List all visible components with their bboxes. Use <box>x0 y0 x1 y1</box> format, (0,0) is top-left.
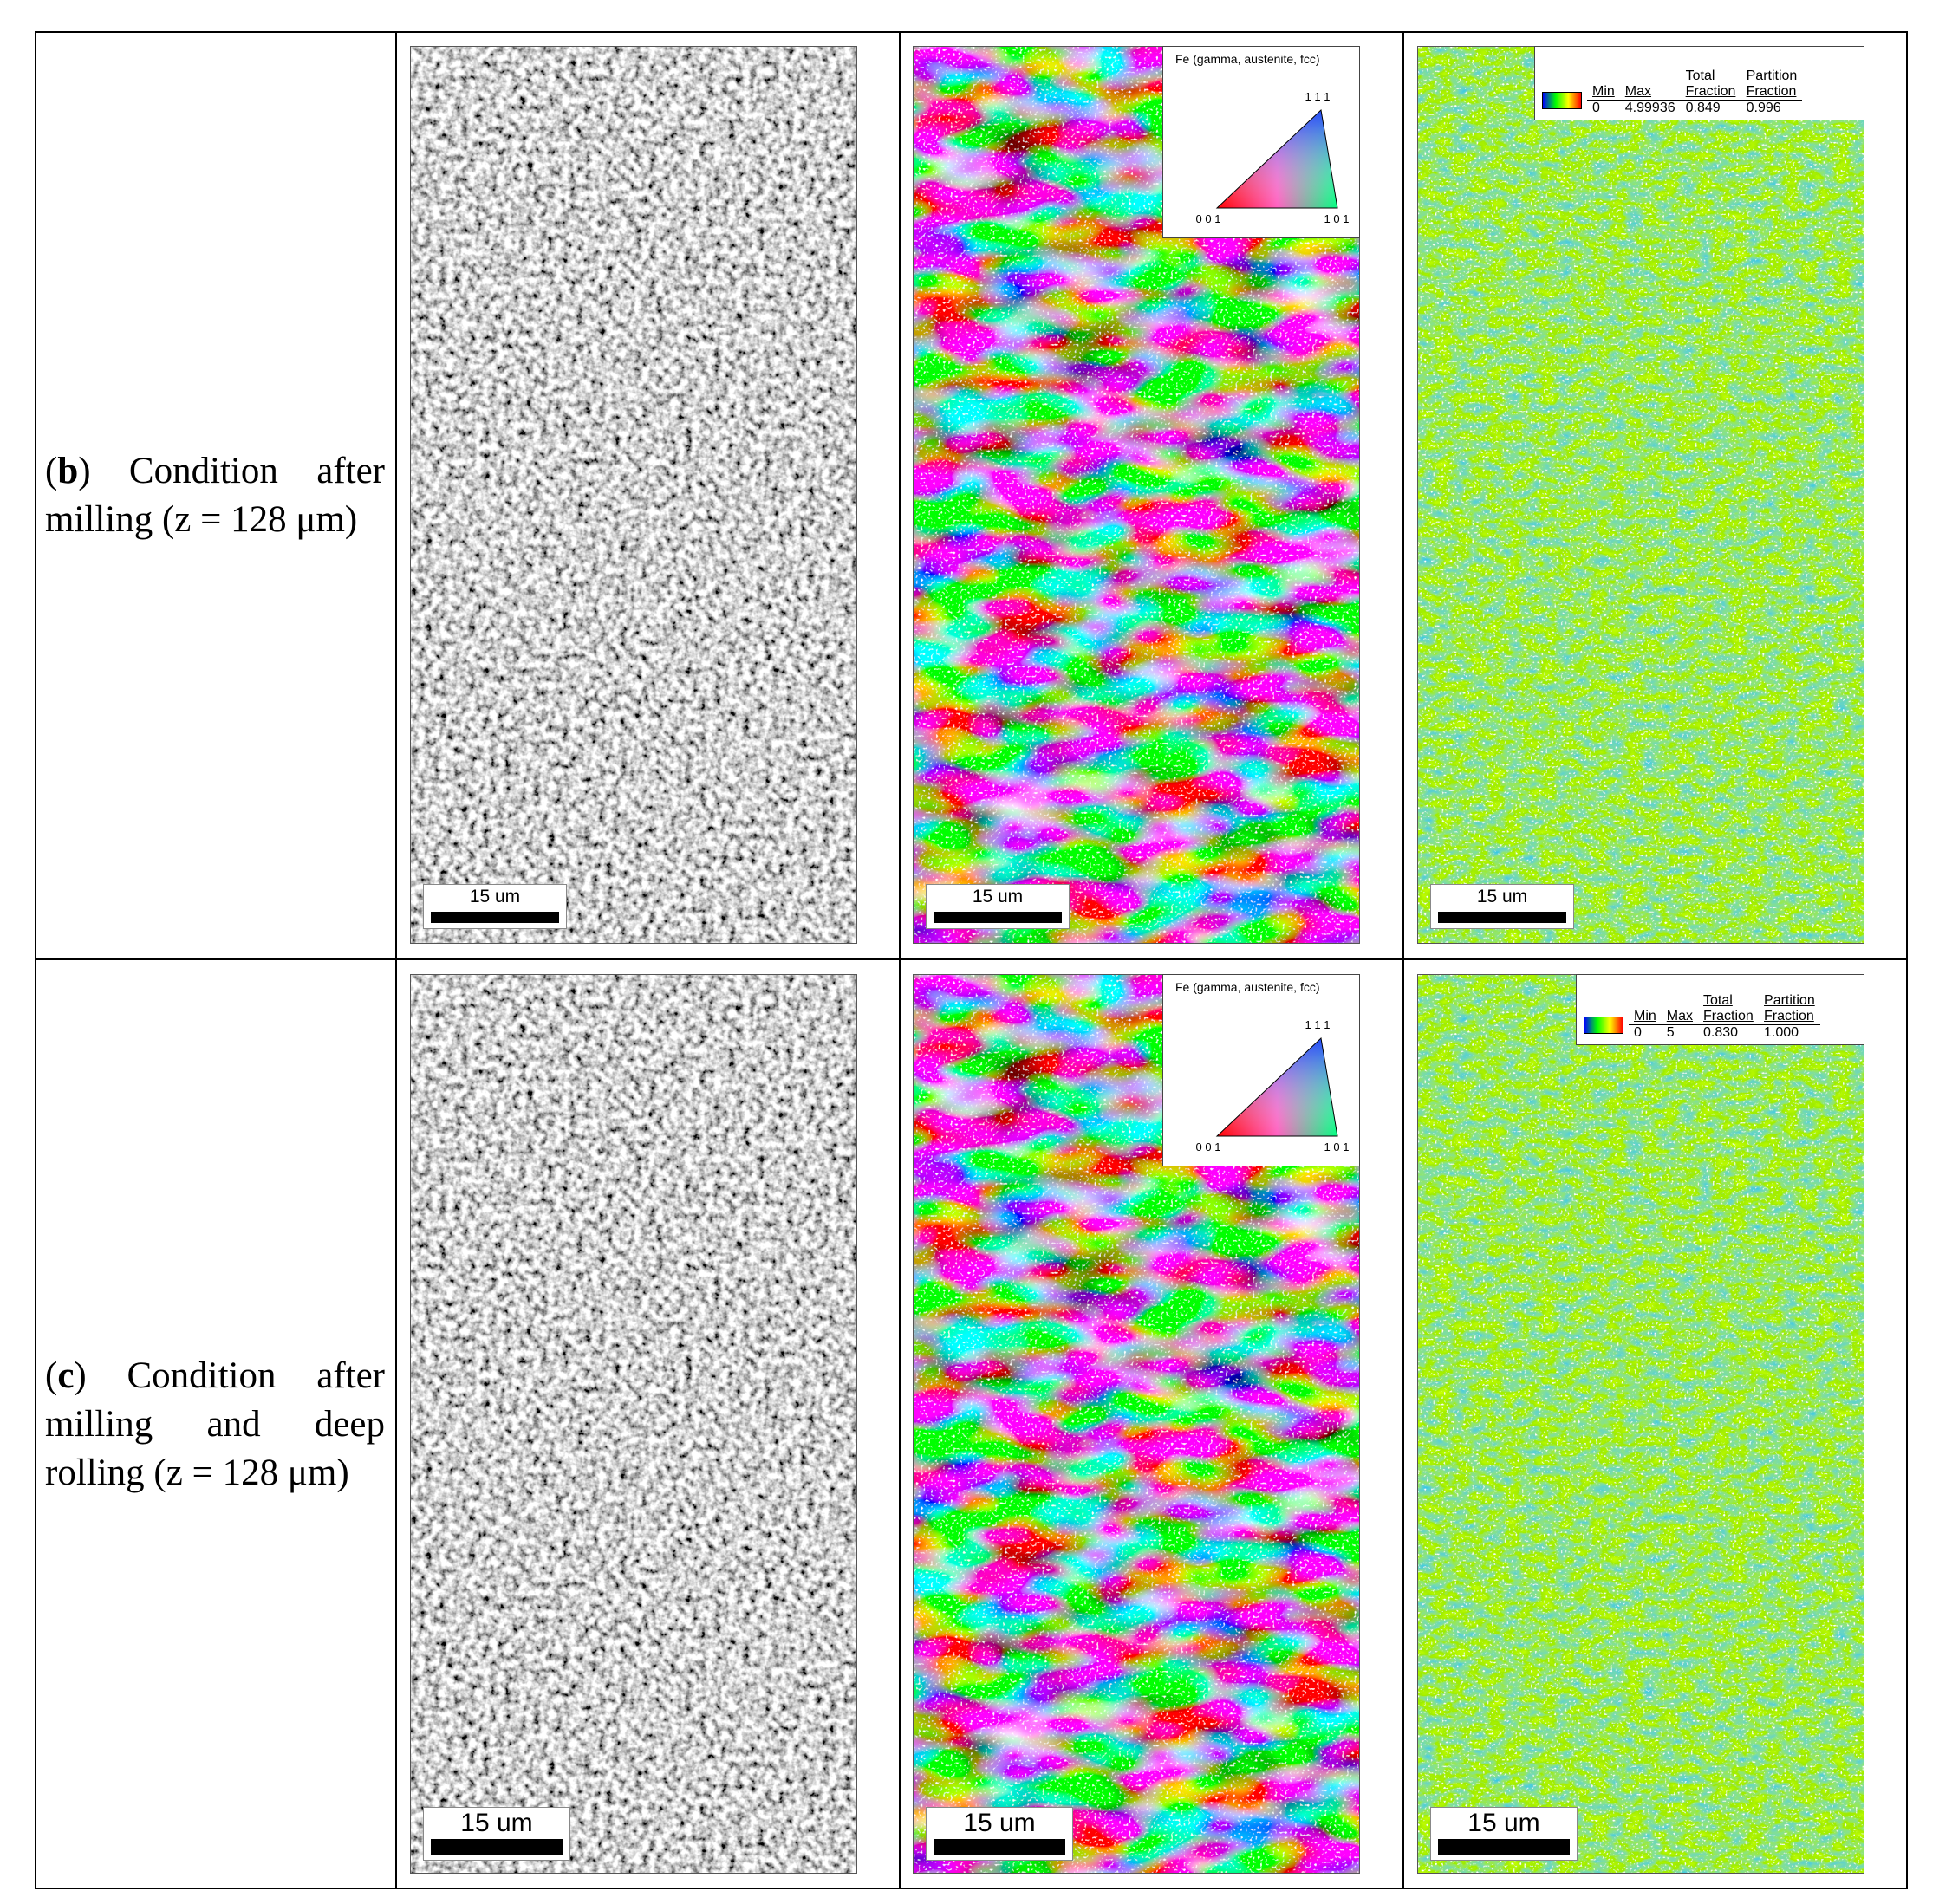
band-contrast-map: 15 um <box>410 974 857 1874</box>
scale-bar-label: 15 um <box>460 1809 533 1837</box>
ipf-right-label: 1 0 1 <box>1324 212 1350 225</box>
kam-legend: Min Max Total Fraction Partition Fraction 0 4… <box>1534 46 1864 120</box>
scale-bar-line <box>1438 912 1566 923</box>
scale-bar-label: 15 um <box>972 887 1024 907</box>
scale-bar-label: 15 um <box>1476 887 1528 907</box>
ipf-legend: Fe (gamma, austenite, fcc) 1 1 1 0 0 1 1 0 … <box>1162 46 1360 238</box>
row-label: (b) Condition after milling (z = 128 μm) <box>45 447 385 544</box>
kam-color-scale <box>1584 1017 1623 1034</box>
texture-fill <box>1418 975 1864 1873</box>
label-part: c <box>57 1355 75 1396</box>
kam-value-row: 0 4.99936 0.849 0.996 <box>1587 100 1803 116</box>
ipf-legend: Fe (gamma, austenite, fcc) 1 1 1 0 0 1 1 0 … <box>1162 974 1360 1166</box>
kam-map: 15 um <box>1417 46 1864 944</box>
kam-color-scale <box>1542 92 1582 109</box>
texture-fill <box>411 47 856 943</box>
label-part: ) Condition after milling (z = 128 μm) <box>45 450 385 540</box>
scale-bar-line <box>934 1839 1065 1855</box>
ipf-left-label: 0 0 1 <box>1196 1140 1221 1153</box>
kam-header: Min <box>1592 84 1615 99</box>
kam-value-row: 0 5 0.830 1.000 <box>1629 1024 1820 1041</box>
ipf-triangle-area: 1 1 1 0 0 1 1 0 1 <box>1196 90 1350 225</box>
scale-bar-line <box>934 912 1062 923</box>
scale-bar-line <box>431 1839 563 1855</box>
scale-bar: 15 um <box>1430 1807 1578 1861</box>
kam-value: 4.99936 <box>1619 100 1681 116</box>
ipf-right-label: 1 0 1 <box>1324 1140 1350 1153</box>
kam-value: 0 <box>1629 1024 1662 1041</box>
scale-bar-label: 15 um <box>469 887 521 907</box>
kam-value: 1.000 <box>1759 1024 1820 1041</box>
label-part: ( <box>45 1355 58 1396</box>
texture <box>1418 975 1864 1873</box>
ipf-triangle-shade <box>1215 1036 1338 1137</box>
texture-fill <box>1418 47 1864 943</box>
column-divider <box>395 31 397 1889</box>
kam-header-row: Min Max Total Fraction Partition Fraction <box>1587 68 1802 101</box>
row-label: (c) Condition after milling and deep rol… <box>45 1352 385 1498</box>
scale-bar: 15 um <box>423 1807 570 1861</box>
ipf-title: Fe (gamma, austenite, fcc) <box>1175 980 1320 994</box>
kam-value: 0.996 <box>1741 100 1803 116</box>
table-border <box>35 31 1908 1889</box>
ipf-title: Fe (gamma, austenite, fcc) <box>1175 52 1320 66</box>
ipf-triangle-shade <box>1215 108 1338 209</box>
kam-map: 15 um <box>1417 974 1864 1874</box>
ipf-left-label: 0 0 1 <box>1196 212 1221 225</box>
kam-header-row: Min Max Total Fraction Partition Fraction <box>1629 993 1820 1025</box>
scale-bar-line <box>431 912 559 923</box>
texture <box>1418 47 1864 943</box>
texture <box>411 47 856 943</box>
kam-table: Min Max Total Fraction Partition Fraction 0 5… <box>1629 993 1820 1041</box>
scale-bar: 15 um <box>926 1807 1073 1861</box>
kam-header: Total Fraction <box>1703 993 1754 1023</box>
band-contrast-map: 15 um <box>410 46 857 944</box>
ipf-triangle-area: 1 1 1 0 0 1 1 0 1 <box>1196 1018 1350 1153</box>
ipf-top-label: 1 1 1 <box>1305 1018 1331 1031</box>
kam-header: Partition Fraction <box>1746 68 1798 99</box>
kam-table: Min Max Total Fraction Partition Fraction 0 4… <box>1587 68 1803 116</box>
texture <box>411 975 856 1873</box>
kam-header: Min <box>1634 1009 1656 1023</box>
kam-header: Max <box>1666 1009 1694 1023</box>
label-part: ( <box>45 450 58 491</box>
kam-header: Total Fraction <box>1685 68 1736 99</box>
scale-bar: 15 um <box>423 884 567 929</box>
kam-header: Max <box>1624 84 1652 99</box>
scale-bar-label: 15 um <box>963 1809 1036 1837</box>
column-divider <box>899 31 901 1889</box>
scale-bar-label: 15 um <box>1467 1809 1540 1837</box>
kam-legend: Min Max Total Fraction Partition Fraction 0 5… <box>1576 974 1864 1045</box>
scale-bar: 15 um <box>1430 884 1574 929</box>
texture-fill <box>411 975 856 1873</box>
scale-bar: 15 um <box>926 884 1070 929</box>
scale-bar-line <box>1438 1839 1570 1855</box>
kam-header: Partition Fraction <box>1764 993 1815 1023</box>
label-part: ) Condition after milling and deep rolli… <box>45 1355 385 1493</box>
kam-value: 0.849 <box>1680 100 1741 116</box>
ipf-top-label: 1 1 1 <box>1305 90 1331 103</box>
kam-value: 5 <box>1661 1024 1699 1041</box>
label-part: b <box>57 450 79 491</box>
kam-value: 0.830 <box>1698 1024 1760 1041</box>
row-divider <box>35 958 1908 960</box>
column-divider <box>1402 31 1404 1889</box>
kam-value: 0 <box>1587 100 1620 116</box>
